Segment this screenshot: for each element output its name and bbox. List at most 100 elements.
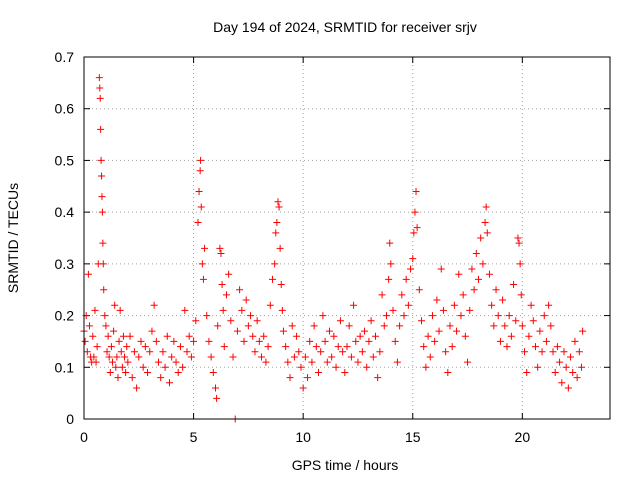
- data-point: [128, 374, 136, 382]
- data-point: [341, 368, 349, 376]
- data-point: [553, 343, 561, 351]
- data-point: [124, 358, 132, 366]
- data-point: [488, 301, 496, 309]
- data-point: [304, 374, 312, 382]
- data-point: [83, 348, 91, 356]
- x-axis-label: GPS time / hours: [292, 457, 399, 473]
- data-point: [492, 286, 500, 294]
- data-point: [503, 343, 511, 351]
- data-point: [490, 322, 498, 330]
- data-point: [218, 281, 226, 289]
- data-point: [496, 337, 504, 345]
- data-point: [319, 312, 327, 320]
- data-point: [148, 327, 156, 335]
- data-point: [284, 358, 292, 366]
- data-point: [225, 270, 233, 278]
- data-point: [236, 286, 244, 294]
- data-point: [569, 368, 577, 376]
- data-point: [479, 260, 487, 268]
- data-point: [540, 312, 548, 320]
- data-point: [323, 358, 331, 366]
- y-axis-label: SRMTID / TECUs: [5, 183, 21, 293]
- data-point: [113, 353, 121, 361]
- data-point: [90, 353, 98, 361]
- data-point: [402, 275, 410, 283]
- data-point: [81, 337, 89, 345]
- data-point: [119, 332, 127, 340]
- data-point: [510, 281, 518, 289]
- data-point: [84, 270, 92, 278]
- y-tick-label: 0.6: [55, 101, 75, 117]
- data-point: [334, 343, 342, 351]
- data-point: [174, 368, 182, 376]
- data-point: [104, 332, 112, 340]
- data-point: [282, 343, 290, 351]
- data-point: [433, 296, 441, 304]
- data-point: [233, 327, 241, 335]
- data-point: [172, 358, 180, 366]
- data-point: [116, 306, 124, 314]
- data-point: [328, 353, 336, 361]
- data-point: [437, 265, 445, 273]
- data-point: [251, 348, 259, 356]
- data-point: [213, 394, 221, 402]
- data-point: [126, 332, 134, 340]
- data-point: [558, 379, 566, 387]
- data-point: [217, 250, 225, 258]
- data-point: [96, 84, 104, 92]
- data-point: [466, 306, 474, 314]
- data-point: [222, 291, 230, 299]
- data-point: [146, 348, 154, 356]
- data-point: [439, 306, 447, 314]
- data-point: [516, 260, 524, 268]
- data-point: [255, 337, 263, 345]
- data-point: [299, 384, 307, 392]
- data-point: [176, 343, 184, 351]
- data-point: [93, 343, 101, 351]
- grid-lines: [84, 57, 610, 419]
- data-point: [562, 363, 570, 371]
- data-point: [249, 332, 257, 340]
- data-point: [122, 368, 130, 376]
- data-point: [464, 358, 472, 366]
- y-tick-label: 0: [66, 411, 74, 427]
- data-point: [418, 317, 426, 325]
- data-point: [203, 312, 211, 320]
- data-point: [273, 218, 281, 226]
- data-point: [361, 327, 369, 335]
- data-point: [477, 234, 485, 242]
- data-point: [442, 348, 450, 356]
- x-tick-label: 10: [295, 429, 311, 445]
- data-point: [219, 306, 227, 314]
- y-tick-label: 0.1: [55, 359, 75, 375]
- data-point: [365, 337, 373, 345]
- data-point: [106, 368, 114, 376]
- data-point: [371, 332, 379, 340]
- data-point: [277, 281, 285, 289]
- data-point: [536, 327, 544, 335]
- data-point: [91, 306, 99, 314]
- chart-title: Day 194 of 2024, SRMTID for receiver srj…: [213, 19, 477, 35]
- data-point: [461, 332, 469, 340]
- data-point: [163, 332, 171, 340]
- data-point: [253, 317, 261, 325]
- data-point: [444, 368, 452, 376]
- data-point: [279, 327, 287, 335]
- data-point: [157, 374, 165, 382]
- data-point: [542, 337, 550, 345]
- data-point: [363, 363, 371, 371]
- data-point: [161, 363, 169, 371]
- data-point: [475, 275, 482, 283]
- data-point: [101, 312, 109, 320]
- data-point: [389, 306, 397, 314]
- y-tick-label: 0.2: [55, 308, 75, 324]
- data-point: [446, 322, 454, 330]
- data-point: [97, 125, 105, 133]
- data-point: [98, 193, 106, 201]
- data-point: [295, 348, 303, 356]
- data-point: [266, 301, 274, 309]
- y-tick-label: 0.4: [55, 204, 75, 220]
- data-point: [198, 260, 206, 268]
- data-point: [108, 358, 116, 366]
- data-point: [205, 337, 213, 345]
